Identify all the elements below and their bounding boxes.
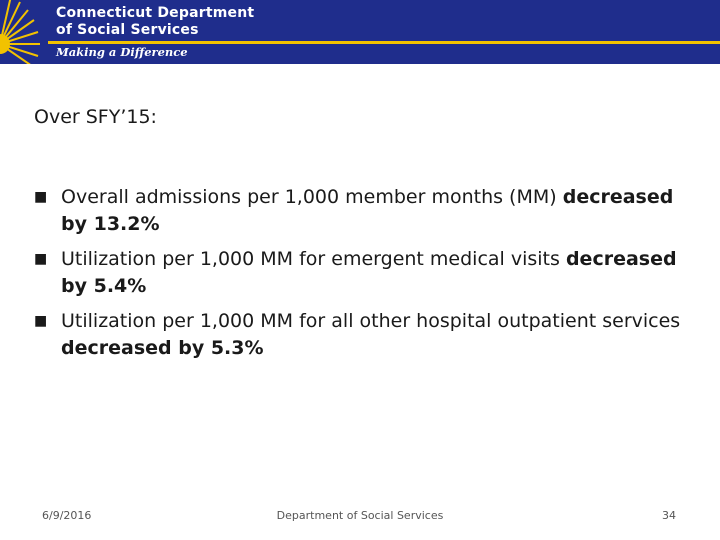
bullet-item: ■ Utilization per 1,000 MM for emergent …	[34, 246, 694, 300]
footer-department: Department of Social Services	[276, 509, 444, 522]
header-banner: Connecticut Department of Social Service…	[0, 0, 720, 64]
footer-date: 6/9/2016	[42, 509, 92, 522]
sunburst-logo-icon	[0, 0, 40, 64]
intro-text: Over SFY’15:	[34, 106, 157, 128]
square-bullet-icon: ■	[34, 251, 48, 267]
bullet-text: Overall admissions per 1,000 member mont…	[61, 186, 563, 208]
bullet-highlight: decreased by 13.2%	[61, 186, 674, 235]
bullet-list: ■ Overall admissions per 1,000 member mo…	[34, 184, 694, 370]
bullet-text: Utilization per 1,000 MM for all other h…	[61, 310, 681, 332]
bullet-item: ■ Overall admissions per 1,000 member mo…	[34, 184, 694, 238]
tagline: Making a Difference	[56, 45, 188, 59]
org-name-line1: Connecticut Department	[56, 5, 255, 21]
header-divider	[48, 41, 720, 44]
square-bullet-icon: ■	[34, 313, 48, 329]
org-name-line2: of Social Services	[56, 22, 199, 38]
bullet-highlight: decreased by 5.3%	[61, 337, 264, 359]
bullet-text: Utilization per 1,000 MM for emergent me…	[61, 248, 566, 270]
bullet-highlight: decreased by 5.4%	[61, 248, 677, 297]
page-number: 34	[662, 509, 676, 522]
square-bullet-icon: ■	[34, 189, 48, 205]
bullet-item: ■ Utilization per 1,000 MM for all other…	[34, 308, 694, 362]
